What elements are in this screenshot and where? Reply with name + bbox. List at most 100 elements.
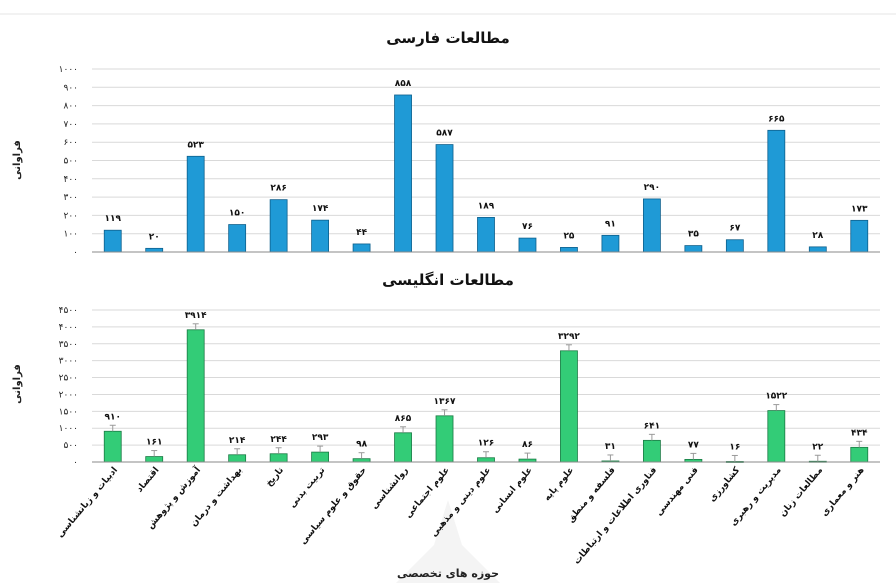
bar: [435, 415, 454, 463]
data-label: ۳۲۹۲: [558, 332, 580, 342]
y-tick-label: ۲۰۰: [63, 211, 78, 221]
y-tick-label: ۷۰۰: [63, 120, 78, 130]
data-label: ۱۷۴: [312, 204, 329, 214]
y-tick-label: ۲۰۰۰: [59, 390, 78, 400]
y-tick-label: ۱۰۰۰: [59, 65, 78, 75]
bar: [767, 410, 786, 463]
data-label: ۹۸: [356, 440, 367, 450]
y-ticks-persian: ۰ ۱۰۰ ۲۰۰ ۳۰۰ ۴۰۰ ۵۰۰ ۶۰۰ ۷۰۰ ۸۰۰ ۹۰۰ ۱۰۰۰: [59, 65, 78, 258]
bar: [103, 430, 122, 463]
data-label: ۴۳۴: [851, 428, 868, 438]
data-label: ۶۴۱: [644, 421, 660, 431]
category-label: روانشناسی: [370, 466, 411, 512]
y-tick-label: ۵۰۰: [63, 157, 78, 167]
category-label: مطالعات زنان: [778, 466, 825, 519]
bar: [850, 446, 869, 463]
bar: [145, 247, 164, 253]
y-tick-label: ۵۰۰: [63, 441, 78, 451]
category-label: هنر و معماری: [820, 466, 867, 519]
data-label: ۵۸۷: [436, 129, 453, 139]
bars-english: [103, 323, 869, 463]
y-axis-label-persian: فراوانی: [12, 140, 23, 180]
data-label: ۶۷: [729, 224, 740, 234]
y-ticks-english: ۰ ۵۰۰ ۱۰۰۰ ۱۵۰۰ ۲۰۰۰ ۲۵۰۰ ۳۰۰۰ ۳۵۰۰ ۴۰۰۰ ۴۵۰۰: [59, 306, 78, 468]
y-tick-label: ۱۰۰: [63, 230, 78, 240]
bars-persian: [103, 94, 869, 253]
y-tick-label: ۱۰۰۰: [59, 424, 78, 434]
bar: [560, 350, 578, 463]
data-label: ۱۵۲۲: [765, 392, 787, 402]
data-label: ۲۵: [563, 231, 574, 241]
bar: [394, 432, 412, 463]
category-label: ادبیات و زبانشناسی: [55, 466, 120, 540]
data-label: ۱۶: [729, 442, 740, 452]
data-label: ۳۱: [605, 442, 616, 452]
y-tick-label: ۰: [73, 458, 78, 468]
chart-english-studies: مطالعات انگلیسی ۰ ۵۰۰ ۱۰۰۰ ۱۵۰۰ ۲۰۰۰ ۲۵۰۰ ۳۰۰۰…: [12, 271, 880, 468]
y-tick-label: ۹۰۰: [63, 83, 78, 93]
value-labels-english: ۹۱۰ ۱۶۱ ۳۹۱۴ ۲۱۴ ۲۴۴ ۲۹۳ ۹۸ ۸۶۵ ۱۳۶۷ ۱۲۶ ۸۶ ۳۲۹۲ ۳۱ ۶…: [104, 311, 868, 453]
category-label: کشاورزی: [707, 465, 742, 504]
bar: [725, 239, 744, 253]
data-label: ۵۲۳: [187, 140, 204, 150]
data-label: ۷۶: [522, 222, 533, 232]
data-label: ۶۶۵: [768, 114, 785, 124]
bar: [311, 219, 330, 253]
data-label: ۲۹۰: [644, 183, 660, 193]
data-label: ۳۵: [688, 230, 699, 240]
bar: [435, 144, 454, 253]
bar: [601, 234, 620, 253]
x-axis-title: حوزه های تخصصی: [397, 567, 499, 580]
data-label: ۱۳۶۷: [434, 397, 456, 407]
bar: [269, 199, 288, 253]
chart-title-english: مطالعات انگلیسی: [382, 271, 514, 289]
data-label: ۸۵۸: [395, 79, 412, 89]
bar: [642, 439, 661, 463]
watermark-shape: [396, 500, 500, 583]
data-label: ۳۹۱۴: [185, 311, 207, 321]
category-label: فنی مهندسی: [654, 465, 700, 518]
chart-persian-studies: مطالعات فارسی ۰ ۱۰۰ ۲۰۰ ۳۰۰ ۴۰۰ ۵۰۰ ۶۰۰ ۷۰۰ ۸۰۰ ۹…: [12, 29, 880, 258]
bar: [103, 229, 122, 253]
grid-english: [92, 309, 880, 463]
bar: [642, 198, 661, 253]
y-tick-label: ۱۵۰۰: [59, 407, 78, 417]
y-tick-label: ۳۵۰۰: [59, 340, 78, 350]
y-tick-label: ۰: [73, 248, 78, 258]
y-tick-label: ۸۰۰: [63, 102, 78, 112]
bar: [269, 453, 288, 463]
y-tick-label: ۲۵۰۰: [59, 374, 78, 384]
y-tick-label: ۳۰۰۰: [59, 357, 78, 367]
bar: [228, 224, 247, 253]
category-label: فناوری اطلاعات و ارتباطات: [572, 465, 659, 566]
data-label: ۴۴: [356, 228, 367, 238]
bar: [808, 246, 827, 253]
category-label: علوم پایه: [542, 466, 576, 504]
bar: [477, 457, 495, 463]
y-tick-label: ۴۰۰۰: [59, 323, 78, 333]
category-label: تربیت بدنی: [288, 466, 328, 511]
y-tick-label: ۶۰۰: [63, 138, 78, 148]
bar: [518, 237, 537, 253]
y-tick-label: ۳۰۰: [63, 193, 78, 203]
data-label: ۲۸: [812, 231, 823, 241]
bar: [228, 454, 247, 463]
y-tick-label: ۴۵۰۰: [59, 306, 78, 316]
data-label: ۲۹۳: [312, 433, 329, 443]
data-label: ۲۱۴: [229, 436, 246, 446]
data-label: ۹۱: [605, 219, 616, 229]
data-label: ۲۰: [149, 232, 160, 242]
data-label: ۱۵۰: [229, 209, 245, 219]
bar: [394, 94, 412, 253]
data-label: ۲۸۶: [270, 184, 286, 194]
bar: [311, 451, 330, 463]
y-axis-label-english: فراوانی: [12, 364, 23, 404]
data-label: ۱۸۹: [478, 201, 495, 211]
value-labels-persian: ۱۱۹ ۲۰ ۵۲۳ ۱۵۰ ۲۸۶ ۱۷۴ ۴۴ ۸۵۸ ۵۸۷ ۱۸۹ ۷۶ ۲۵ ۹۱ ۲۹۰ ۳۵ ۶…: [104, 79, 868, 242]
data-label: ۱۶۱: [146, 438, 162, 448]
data-label: ۹۱۰: [104, 412, 120, 422]
bar: [850, 219, 869, 253]
data-label: ۷۷: [688, 440, 699, 450]
bar: [477, 217, 495, 253]
y-tick-label: ۴۰۰: [63, 175, 78, 185]
